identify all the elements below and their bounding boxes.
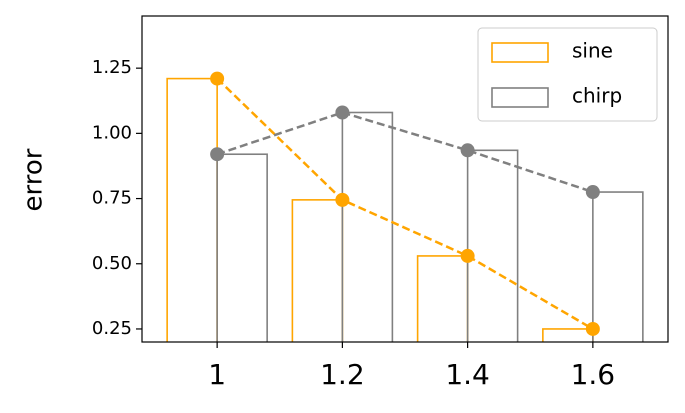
bar <box>542 328 594 342</box>
marker <box>585 185 600 200</box>
line <box>216 111 594 194</box>
marker <box>335 105 350 120</box>
bar <box>592 191 644 342</box>
marker <box>210 71 225 86</box>
bar <box>341 111 394 342</box>
y-tick-label: 0.75 <box>92 188 132 209</box>
marker <box>210 147 225 162</box>
axes-frame <box>141 15 669 343</box>
legend-patch <box>491 87 549 108</box>
x-tick-label: 1.2 <box>320 358 365 391</box>
x-tick-label: 1.4 <box>445 358 490 391</box>
bar <box>416 255 469 342</box>
bar <box>466 149 519 342</box>
plot-area <box>166 71 644 342</box>
legend-box <box>477 27 658 122</box>
y-axis-label: error <box>19 148 49 211</box>
marker <box>460 143 475 158</box>
marker <box>585 321 600 336</box>
legend-patch <box>491 42 549 63</box>
line <box>216 77 594 331</box>
bar <box>166 77 218 342</box>
y-tick-label: 0.25 <box>92 318 132 339</box>
x-tick-label: 1 <box>208 358 226 391</box>
legend-label: chirp <box>572 84 622 108</box>
bar <box>216 153 268 342</box>
marker <box>335 192 350 207</box>
x-tick-label: 1.6 <box>571 358 616 391</box>
y-tick-label: 0.50 <box>92 253 132 274</box>
marker <box>460 248 475 263</box>
legend-label: sine <box>572 39 613 63</box>
y-tick-label: 1.00 <box>92 122 132 143</box>
bar <box>291 199 344 342</box>
y-tick-label: 1.25 <box>92 57 132 78</box>
